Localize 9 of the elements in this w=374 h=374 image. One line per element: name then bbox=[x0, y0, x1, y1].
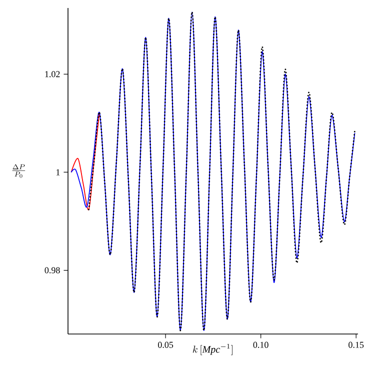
y-tick-label: 0.98 bbox=[44, 267, 60, 274]
y-axis-title: $\frac{\Delta P}{P_0}$ bbox=[12, 164, 26, 178]
x-tick-label: 0.10 bbox=[253, 342, 268, 348]
line-series bbox=[70, 112, 100, 210]
y-tick-label: 1 bbox=[56, 169, 60, 176]
y-tick-label: 1.02 bbox=[45, 71, 60, 78]
x-axis-title: $k\,[\mathit{Mpc}^{-1}]$ bbox=[192, 344, 232, 356]
x-tick-label: 0.05 bbox=[158, 342, 174, 348]
x-tick-label: 0.15 bbox=[348, 342, 364, 348]
